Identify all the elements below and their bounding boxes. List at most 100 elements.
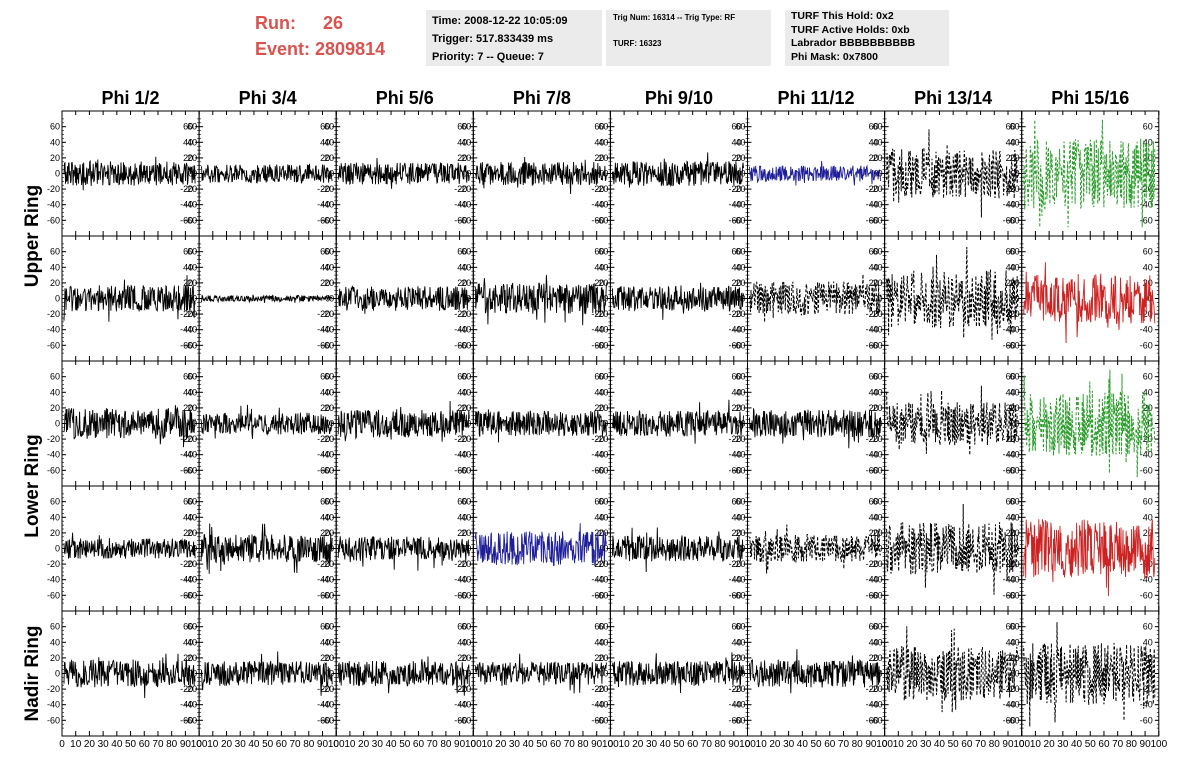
y-tick-label: -20	[1007, 559, 1020, 569]
waveform-trace	[337, 157, 470, 189]
y-tick-label: -40	[454, 450, 467, 460]
y-tick-label: 40	[183, 512, 193, 522]
x-tick-label: 50	[1085, 739, 1097, 750]
y-tick-label: 20	[461, 153, 471, 163]
y-tick-label: -40	[728, 700, 741, 710]
y-tick-label: 60	[1010, 372, 1020, 382]
event-label: Event:	[255, 39, 311, 59]
x-tick-label: 40	[248, 739, 260, 750]
y-tick-label: -20	[180, 684, 193, 694]
y-tick-label: -20	[454, 309, 467, 319]
y-tick-label: 40	[594, 637, 604, 647]
y-tick-label: 40	[187, 387, 197, 397]
y-tick-label: 0	[192, 294, 197, 304]
column-header: Phi 3/4	[239, 88, 297, 108]
y-tick-label: -20	[866, 434, 879, 444]
y-tick-label: 40	[187, 137, 197, 147]
y-tick-label: 60	[598, 122, 608, 132]
y-tick-label: 0	[466, 419, 471, 429]
y-tick-label: -60	[732, 590, 745, 600]
x-tick-label: 90	[1002, 739, 1014, 750]
y-tick-label: -20	[866, 184, 879, 194]
x-tick-label: 20	[1044, 739, 1056, 750]
y-tick-label: 20	[1010, 278, 1020, 288]
y-tick-label: -40	[728, 200, 741, 210]
y-tick-label: -40	[1003, 200, 1016, 210]
x-tick-label: 90	[591, 739, 603, 750]
y-tick-label: -40	[458, 700, 471, 710]
y-tick-label: -20	[458, 309, 471, 319]
y-tick-label: -60	[317, 340, 330, 350]
x-tick-label: 20	[769, 739, 781, 750]
x-tick-label: 30	[783, 739, 795, 750]
y-tick-label: -60	[454, 465, 467, 475]
y-tick-label: -60	[591, 340, 604, 350]
waveform-trace	[749, 274, 882, 323]
y-tick-label: 40	[50, 387, 60, 397]
y-tick-label: 40	[873, 387, 883, 397]
x-tick-label: 60	[139, 739, 151, 750]
y-tick-label: 60	[461, 497, 471, 507]
column-header: Phi 1/2	[102, 88, 160, 108]
y-tick-label: 20	[1010, 528, 1020, 538]
y-tick-label: -20	[866, 684, 879, 694]
y-tick-label: -40	[1007, 325, 1020, 335]
y-tick-label: -60	[180, 465, 193, 475]
y-tick-label: -60	[458, 340, 471, 350]
y-tick-label: -20	[180, 559, 193, 569]
y-tick-label: 40	[1010, 262, 1020, 272]
y-tick-label: -60	[180, 590, 193, 600]
y-tick-label: -20	[732, 434, 745, 444]
y-tick-label: -60	[454, 340, 467, 350]
waveform-trace	[337, 285, 470, 314]
y-tick-label: 40	[320, 512, 330, 522]
x-tick-label: 70	[975, 739, 987, 750]
y-tick-label: 20	[183, 653, 193, 663]
y-tick-label: -60	[321, 715, 334, 725]
waveform-trace	[337, 400, 470, 442]
y-tick-label: -20	[321, 684, 334, 694]
y-tick-label: -40	[870, 450, 883, 460]
y-tick-label: 20	[1006, 278, 1016, 288]
waveform-trace	[611, 282, 744, 320]
y-tick-label: -60	[1140, 340, 1153, 350]
y-tick-label: -40	[870, 325, 883, 335]
waveform-trace	[474, 274, 607, 326]
y-tick-label: 0	[603, 419, 608, 429]
y-tick-label: 0	[599, 169, 604, 179]
y-tick-label: 0	[55, 419, 60, 429]
y-tick-label: 40	[1143, 512, 1153, 522]
y-tick-label: 20	[869, 528, 879, 538]
y-tick-label: -40	[591, 200, 604, 210]
y-tick-label: -60	[47, 465, 60, 475]
x-tick-label: 100	[1150, 739, 1167, 750]
x-tick-label: 80	[715, 739, 727, 750]
x-tick-label: 30	[235, 739, 247, 750]
x-tick-label: 50	[810, 739, 822, 750]
x-tick-label: 40	[797, 739, 809, 750]
y-tick-label: 40	[457, 137, 467, 147]
panel-frame	[1021, 110, 1160, 237]
y-tick-label: 20	[731, 278, 741, 288]
y-tick-label: -40	[866, 450, 879, 460]
y-tick-label: 60	[1143, 372, 1153, 382]
y-tick-label: -60	[728, 465, 741, 475]
y-tick-label: 0	[1015, 169, 1020, 179]
y-tick-label: -60	[47, 340, 60, 350]
y-tick-label: -60	[47, 215, 60, 225]
y-tick-label: 60	[873, 372, 883, 382]
y-tick-label: 40	[457, 387, 467, 397]
y-tick-label: 60	[594, 247, 604, 257]
y-tick-label: -40	[870, 575, 883, 585]
y-tick-label: -40	[732, 700, 745, 710]
y-tick-label: -40	[180, 450, 193, 460]
y-tick-label: 60	[461, 247, 471, 257]
